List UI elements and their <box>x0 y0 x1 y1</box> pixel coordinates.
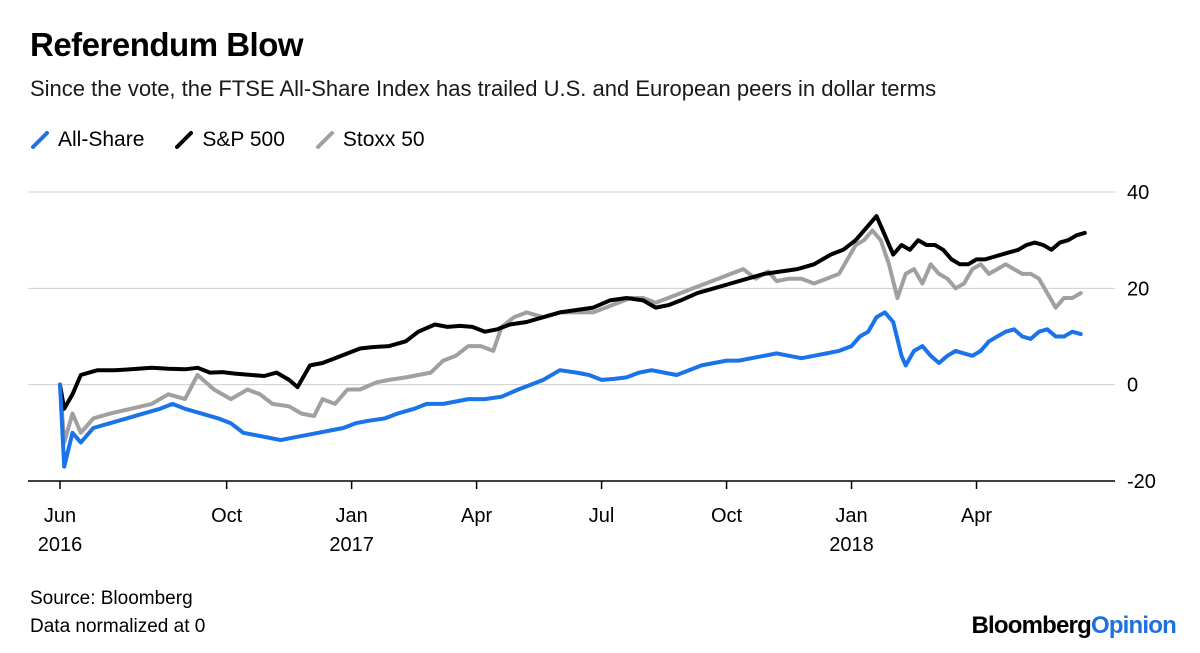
legend-item-all-share: All-Share <box>30 128 144 152</box>
legend-item-sp500: S&P 500 <box>174 128 285 152</box>
x-tick-year-label: 2018 <box>829 534 874 556</box>
y-tick-label: 40 <box>1127 182 1149 204</box>
brand-opinion: Opinion <box>1090 612 1177 639</box>
x-tick-label: Jan <box>835 505 867 527</box>
legend-label-sp500: S&P 500 <box>202 128 285 151</box>
y-tick-label: -20 <box>1127 471 1156 493</box>
brand-name: Bloomberg <box>971 612 1091 639</box>
legend-item-stoxx50: Stoxx 50 <box>315 128 425 152</box>
x-tick-label: Oct <box>211 505 243 527</box>
x-tick-year-label: 2017 <box>329 534 374 556</box>
legend-label-all-share: All-Share <box>58 128 145 151</box>
x-tick-label: Jan <box>335 505 367 527</box>
x-tick-year-label: 2016 <box>38 534 83 556</box>
chart-title: Referendum Blow <box>30 26 304 63</box>
legend-label-stoxx50: Stoxx 50 <box>342 128 425 151</box>
y-tick-label: 20 <box>1127 278 1149 300</box>
series-line-stoxx-50 <box>58 228 1083 445</box>
series-line-all-share <box>58 310 1083 469</box>
x-tick-label: Jun <box>44 505 76 527</box>
x-tick-label: Oct <box>711 505 743 527</box>
y-tick-label: 0 <box>1127 375 1138 397</box>
source-note: Source: Bloomberg <box>30 588 193 609</box>
chart-subtitle: Since the vote, the FTSE All-Share Index… <box>30 76 937 101</box>
legend-swatch-sp500 <box>175 131 194 149</box>
series-line-s-p-500 <box>58 214 1087 411</box>
legend: All-Share S&P 500 Stoxx 50 <box>30 126 455 154</box>
x-tick-label: Apr <box>961 505 992 527</box>
brand-logo: BloombergOpinion <box>971 612 1176 640</box>
legend-swatch-stoxx50 <box>315 131 334 149</box>
legend-swatch-all-share <box>31 131 49 149</box>
x-tick-label: Jul <box>589 505 615 527</box>
x-tick-label: Apr <box>461 505 492 527</box>
normalization-note: Data normalized at 0 <box>30 616 206 637</box>
